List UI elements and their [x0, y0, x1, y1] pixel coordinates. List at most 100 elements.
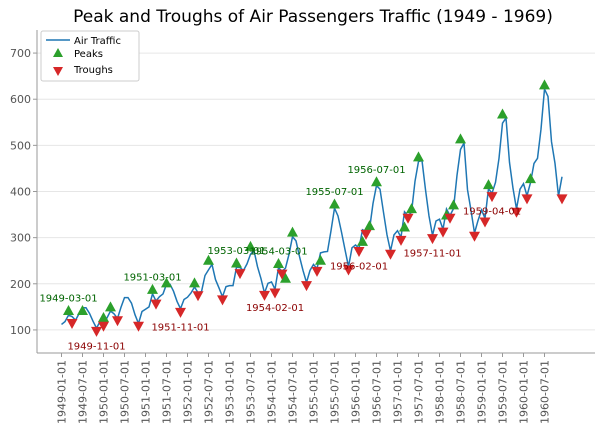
x-tick-label: 1950-07-01 [119, 360, 132, 424]
trough-date-label: 1954-02-01 [246, 303, 304, 314]
peak-marker [413, 151, 424, 162]
y-tick-label: 700 [10, 47, 31, 60]
x-tick-label: 1959-07-01 [497, 360, 510, 424]
peak-marker [189, 277, 200, 288]
x-tick-label: 1953-07-01 [245, 360, 258, 424]
peak-marker [273, 257, 284, 268]
peak-marker [406, 203, 417, 214]
peak-markers [63, 79, 550, 322]
peak-marker [105, 301, 116, 312]
peak-marker [63, 305, 74, 316]
trough-marker [402, 213, 414, 224]
trough-marker [217, 295, 228, 306]
trough-marker [150, 299, 162, 310]
peak-marker [315, 254, 326, 265]
trough-marker [486, 192, 498, 203]
y-tick-label: 400 [10, 186, 31, 199]
trough-marker [66, 318, 78, 329]
peak-marker [371, 176, 382, 187]
trough-marker [385, 249, 396, 260]
trough-marker [360, 229, 372, 240]
peak-labels: 1949-03-01 1951-03-01 1953-03-011954-03-01… [39, 165, 405, 305]
legend-troughs-label: Troughs [73, 65, 113, 76]
y-tick-label: 200 [10, 278, 31, 291]
peak-marker [203, 254, 214, 265]
peak-marker [329, 198, 340, 209]
y-tick-label: 500 [10, 139, 31, 152]
trough-marker [437, 227, 449, 238]
legend-peak-swatch [53, 48, 63, 57]
trough-marker [556, 194, 568, 205]
trough-marker [133, 321, 144, 332]
y-tick-label: 600 [10, 93, 31, 106]
trough-marker [234, 269, 246, 280]
peak-date-label: 1953-03-01 [207, 246, 265, 257]
legend-line-label: Air Traffic [74, 36, 121, 47]
trough-marker [479, 217, 491, 228]
peak-date-label: 1949-03-01 [39, 294, 97, 305]
x-tick-label: 1952-01-01 [182, 360, 195, 424]
x-tick-label: 1959-01-01 [476, 360, 489, 424]
x-tick-label: 1954-07-01 [287, 360, 300, 424]
peak-marker [497, 108, 508, 119]
trough-marker [192, 291, 204, 302]
legend-peaks-label: Peaks [74, 49, 103, 60]
trough-marker [98, 321, 109, 332]
x-tick-label: 1951-01-01 [140, 360, 153, 424]
trough-date-label: 1949-11-01 [67, 341, 125, 352]
trough-marker [269, 288, 281, 299]
x-tick-label: 1949-01-01 [56, 360, 69, 424]
peak-date-label: 1954-03-01 [249, 246, 307, 257]
x-tick-label: 1957-01-01 [392, 360, 405, 424]
peak-marker [280, 272, 291, 283]
peak-marker [455, 133, 466, 144]
trough-date-label: 1957-11-01 [403, 249, 461, 260]
x-tick-label: 1955-07-01 [329, 360, 342, 424]
trough-marker [112, 316, 123, 327]
legend: Air Traffic Peaks Troughs [40, 30, 140, 82]
trough-marker [259, 290, 270, 301]
peak-marker [525, 173, 536, 184]
x-tick-label: 1951-07-01 [161, 360, 174, 424]
trough-marker [343, 265, 354, 276]
peak-date-label: 1956-07-01 [347, 165, 405, 176]
trough-marker [521, 194, 533, 205]
trough-marker [395, 235, 407, 246]
trough-marker [175, 307, 186, 318]
peak-marker [539, 79, 550, 90]
peak-marker [231, 257, 242, 268]
y-ticks: 100 200 300 400 500 600 700 [10, 47, 37, 337]
x-tick-label: 1956-07-01 [371, 360, 384, 424]
x-tick-label: 1952-07-01 [203, 360, 216, 424]
trough-date-label: 1951-11-01 [151, 322, 209, 333]
trough-date-label: 1956-02-01 [330, 261, 388, 272]
trough-markers [66, 192, 568, 337]
x-tick-label: 1955-01-01 [308, 360, 321, 424]
peak-marker [483, 179, 494, 190]
peak-marker [287, 226, 298, 237]
chart-title: Peak and Troughs of Air Passengers Traff… [73, 7, 553, 27]
legend-box [40, 30, 140, 82]
trough-marker [444, 213, 456, 224]
trough-marker [301, 281, 312, 292]
peak-marker [245, 240, 256, 251]
legend-trough-swatch [53, 67, 63, 76]
peak-marker [147, 283, 158, 294]
trough-marker [276, 269, 288, 280]
x-tick-label: 1960-07-01 [539, 360, 552, 424]
peak-marker [161, 277, 172, 288]
y-tick-label: 300 [10, 232, 31, 245]
trough-marker [511, 207, 522, 218]
trough-marker [427, 234, 438, 245]
x-ticks: 1949-01-01 1949-07-01 1950-01-01 1950-07-01… [56, 353, 552, 424]
trough-labels: 1949-11-01 1951-11-01 1954-02-01 1956-02-01… [67, 207, 521, 353]
x-tick-label: 1958-01-01 [434, 360, 447, 424]
x-tick-label: 1958-07-01 [455, 360, 468, 424]
x-tick-label: 1957-07-01 [413, 360, 426, 424]
peak-marker [98, 311, 109, 322]
trough-marker [469, 231, 480, 242]
air-traffic-line [61, 86, 563, 330]
peak-marker [77, 305, 88, 316]
